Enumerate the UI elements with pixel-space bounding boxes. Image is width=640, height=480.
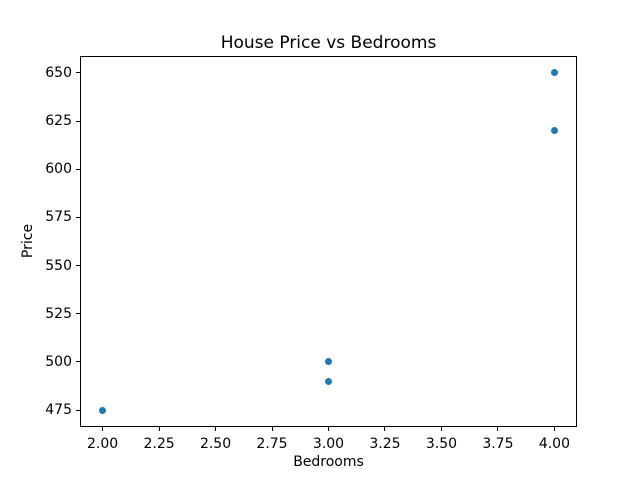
y-tick-label: 600 bbox=[45, 161, 72, 178]
x-tick-mark bbox=[553, 427, 555, 431]
x-tick-label: 2.25 bbox=[143, 436, 175, 452]
x-tick-mark bbox=[497, 427, 499, 431]
x-tick-mark bbox=[158, 427, 160, 431]
y-tick-mark bbox=[76, 409, 80, 411]
scatter-point bbox=[325, 358, 332, 366]
x-tick-label: 3.50 bbox=[425, 436, 458, 452]
scatter-point bbox=[550, 127, 558, 135]
y-tick-label: 500 bbox=[45, 353, 72, 370]
plot-area bbox=[80, 56, 577, 427]
x-tick-mark bbox=[102, 427, 104, 431]
x-tick-mark bbox=[328, 427, 329, 431]
y-tick-mark bbox=[76, 168, 80, 170]
y-tick-label: 475 bbox=[45, 402, 72, 419]
x-tick-mark bbox=[271, 427, 273, 431]
y-axis-label: Price bbox=[20, 223, 36, 259]
x-tick-mark bbox=[215, 427, 217, 431]
scatter-point bbox=[325, 377, 332, 385]
x-tick-label: 3.00 bbox=[312, 436, 345, 452]
x-tick-label: 2.50 bbox=[199, 436, 232, 452]
y-tick-label: 550 bbox=[45, 257, 72, 274]
y-tick-mark bbox=[76, 265, 80, 267]
x-tick-mark bbox=[440, 427, 442, 431]
chart-title: House Price vs Bedrooms bbox=[220, 33, 437, 53]
x-tick-label: 3.25 bbox=[369, 436, 401, 452]
y-tick-label: 575 bbox=[45, 209, 72, 226]
x-tick-label: 2.75 bbox=[256, 436, 288, 452]
scatter-point bbox=[99, 406, 107, 414]
y-tick-mark bbox=[76, 216, 80, 218]
y-tick-mark bbox=[76, 120, 80, 122]
y-tick-label: 625 bbox=[45, 113, 72, 130]
x-tick-label: 2.00 bbox=[86, 436, 119, 452]
x-tick-label: 3.75 bbox=[482, 436, 514, 452]
y-tick-mark bbox=[76, 361, 80, 363]
x-tick-mark bbox=[384, 427, 386, 431]
x-tick-label: 4.00 bbox=[538, 436, 570, 452]
scatter-point bbox=[550, 69, 558, 77]
y-tick-mark bbox=[76, 313, 80, 315]
y-tick-label: 525 bbox=[45, 305, 72, 322]
y-tick-mark bbox=[76, 72, 80, 74]
y-tick-label: 650 bbox=[45, 64, 72, 81]
x-axis-label: Bedrooms bbox=[293, 454, 364, 470]
